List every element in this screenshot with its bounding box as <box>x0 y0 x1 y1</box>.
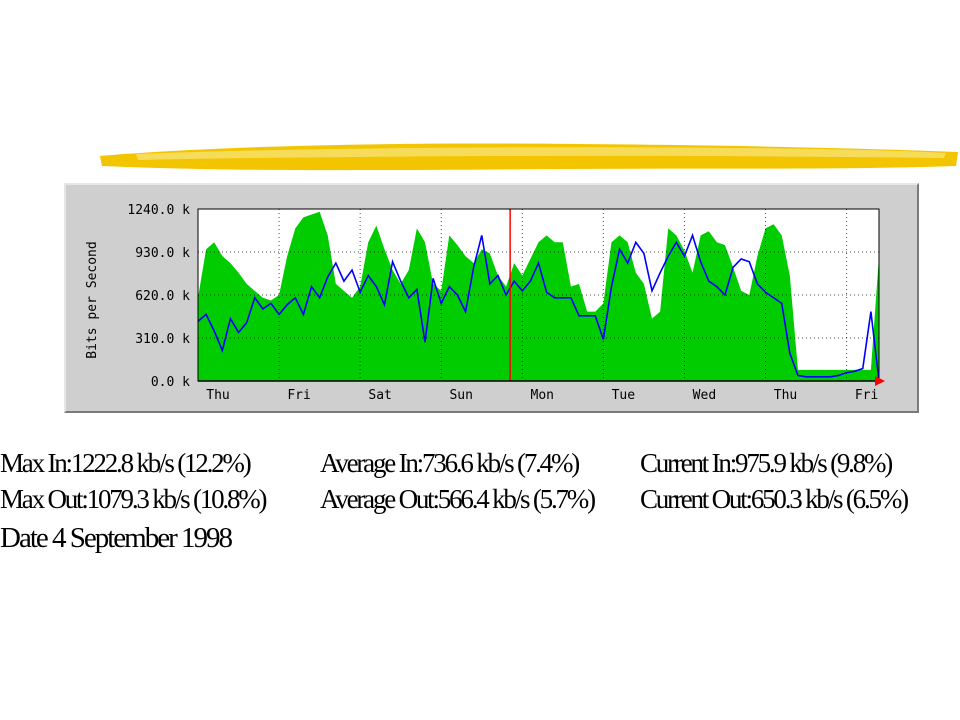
x-tick-label: Wed <box>693 388 716 403</box>
x-tick-label: Thu <box>206 388 229 403</box>
y-tick-label: 310.0 k <box>135 332 190 347</box>
y-tick-label: 930.0 k <box>135 246 190 261</box>
traffic-graph: Bits per Second 1240.0 k 930.0 k 620.0 k 31… <box>64 183 919 413</box>
current-in-stat: Current In:975.9 kb/s (9.8%) <box>640 448 893 478</box>
max-out-stat: Max Out:1079.3 kb/s (10.8%) <box>0 484 268 514</box>
date-stat: Date 4 September 1998 <box>0 522 233 554</box>
max-in-stat: Max In:1222.8 kb/s (12.2%) <box>0 448 252 478</box>
yellow-brush-stroke <box>100 143 958 171</box>
series-out-line <box>197 232 880 382</box>
average-in-stat: Average In:736.6 kb/s (7.4%) <box>320 448 580 478</box>
y-axis-label: Bits per Second <box>85 241 100 358</box>
x-tick-label: Fri <box>287 388 310 403</box>
y-tick-label: 620.0 k <box>135 289 190 304</box>
y-tick-label: 0.0 k <box>151 375 190 390</box>
y-tick-label: 1240.0 k <box>127 203 190 218</box>
x-tick-label: Mon <box>531 388 554 403</box>
x-tick-label: Tue <box>612 388 636 403</box>
x-tick-label: Fri <box>855 388 878 403</box>
series-in-area <box>198 211 879 381</box>
current-out-stat: Current Out:650.3 kb/s (6.5%) <box>640 484 909 514</box>
x-axis-arrow <box>875 376 885 386</box>
traffic-stats: Max In:1222.8 kb/s (12.2%) Max Out:1079.… <box>0 448 960 568</box>
x-tick-label: Sat <box>368 388 391 403</box>
traffic-chart-svg: Bits per Second 1240.0 k 930.0 k 620.0 k 31… <box>85 203 885 403</box>
average-out-stat: Average Out:566.4 kb/s (5.7%) <box>320 484 596 514</box>
x-tick-label: Thu <box>774 388 797 403</box>
plot-border <box>197 208 880 382</box>
x-tick-label: Sun <box>449 388 472 403</box>
